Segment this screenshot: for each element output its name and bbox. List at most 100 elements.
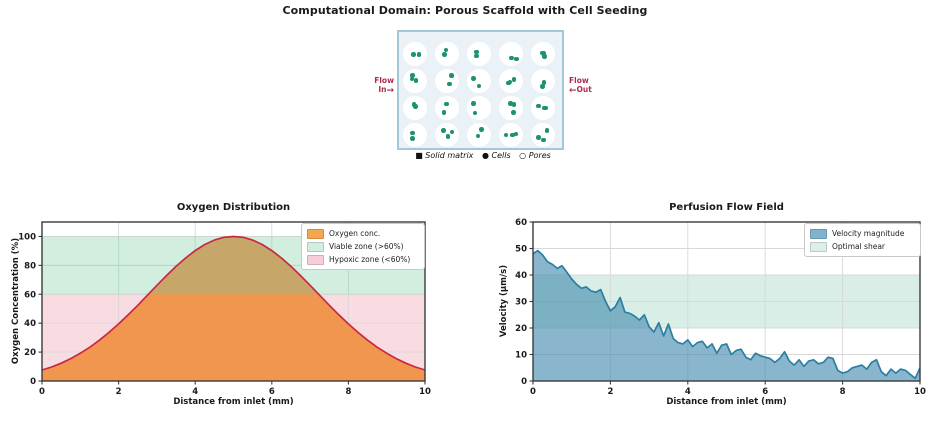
cell-dot (513, 56, 519, 62)
cell-dot (540, 137, 546, 143)
viable-zone-swatch (307, 241, 324, 252)
flow-out-text: Out (576, 85, 592, 94)
cell-dot (510, 110, 516, 116)
cell-dot (513, 131, 519, 137)
svg-text:30: 30 (515, 298, 527, 308)
cell-dot (409, 76, 415, 82)
pore (403, 69, 427, 93)
cell-dot (543, 105, 548, 111)
cell-dot (410, 130, 415, 136)
pore (531, 69, 555, 93)
svg-text:60: 60 (24, 290, 36, 300)
cell-dot (509, 55, 514, 61)
svg-text:100: 100 (18, 232, 36, 242)
cell-dot (536, 134, 541, 140)
svg-text:40: 40 (24, 319, 36, 329)
cell-dot (536, 103, 541, 109)
cell-dot (410, 52, 416, 57)
perfusion-chart-title: Perfusion Flow Field (669, 202, 784, 213)
solid-matrix-icon: ■ (415, 151, 423, 160)
flow-in-label: Flow In→ (352, 76, 394, 96)
svg-text:2: 2 (607, 387, 613, 397)
cell-dot (449, 73, 454, 78)
cell-dot (479, 127, 484, 133)
cell-dot (441, 128, 446, 133)
perfusion-chart: 0 2 4 6 8 10 0 10 20 30 40 50 60 (515, 218, 926, 397)
cell-dot (444, 101, 449, 107)
cell-dot (410, 136, 415, 141)
scaffold-legend: ■ Solid matrix ● Cells ○ Pores (360, 151, 606, 160)
flow-in-text: In (378, 85, 387, 94)
legend-item-viable-zone: Viable zone (>60%) (307, 240, 418, 253)
pore (531, 123, 555, 147)
flow-in-line2: In→ (352, 85, 394, 96)
pore (531, 96, 555, 120)
cell-dot (416, 51, 422, 57)
pore (467, 96, 491, 120)
pore (435, 123, 459, 147)
svg-text:10: 10 (914, 387, 926, 397)
flow-out-line2: ←Out (569, 85, 617, 96)
pore (467, 123, 491, 147)
cell-dot (410, 73, 415, 78)
oxygen-xlabel: Distance from inlet (mm) (173, 397, 294, 407)
cell-dot (540, 84, 545, 89)
svg-text:4: 4 (685, 387, 691, 397)
cells-icon: ● (481, 151, 489, 160)
cell-dot (472, 110, 478, 116)
cell-dot (475, 133, 481, 139)
velocity-swatch (810, 228, 827, 239)
cell-dot (447, 81, 452, 87)
svg-text:4: 4 (192, 387, 198, 397)
pores-label: Pores (528, 151, 551, 160)
legend-item-oxygen-conc: Oxygen conc. (307, 227, 418, 240)
svg-text:8: 8 (345, 387, 351, 397)
flow-in-arrow-icon: → (386, 86, 394, 96)
cell-dot (507, 79, 513, 85)
cell-dot (441, 110, 447, 115)
legend-item-hypoxic-zone: Hypoxic zone (<60%) (307, 253, 418, 266)
perfusion-legend: Velocity magnitude Optimal shear (804, 223, 921, 257)
hypoxic-zone-swatch (307, 254, 324, 265)
svg-text:8: 8 (840, 387, 846, 397)
velocity-label: Velocity magnitude (832, 229, 905, 238)
pore (435, 69, 459, 93)
svg-text:2: 2 (116, 387, 122, 397)
cell-dot (445, 134, 451, 139)
svg-text:50: 50 (515, 245, 527, 255)
pore (531, 42, 555, 66)
legend-item-velocity: Velocity magnitude (810, 227, 914, 240)
optimal-shear-swatch (810, 241, 827, 252)
scaffold-diagram (397, 30, 564, 150)
hypoxic-zone-label: Hypoxic zone (<60%) (329, 255, 411, 264)
cell-dot (411, 102, 417, 107)
svg-text:0: 0 (521, 377, 527, 387)
svg-text:0: 0 (39, 387, 45, 397)
svg-text:20: 20 (515, 324, 527, 334)
flow-in-line1: Flow (374, 76, 394, 85)
cell-dot (511, 76, 517, 82)
svg-text:40: 40 (515, 271, 527, 281)
cell-dot (471, 100, 476, 106)
cell-dot (474, 49, 479, 55)
pore (499, 123, 523, 147)
oxygen-legend: Oxygen conc. Viable zone (>60%) Hypoxic … (301, 223, 425, 270)
cell-dot (511, 102, 517, 107)
svg-text:60: 60 (515, 218, 527, 228)
cell-dot (476, 83, 482, 89)
pore (403, 123, 427, 147)
cell-dot (541, 80, 547, 85)
oxygen-conc-swatch (307, 228, 324, 239)
cell-dot (442, 52, 447, 57)
figure-title: Computational Domain: Porous Scaffold wi… (282, 4, 648, 17)
oxygen-conc-label: Oxygen conc. (329, 229, 381, 238)
pores-icon: ○ (519, 151, 527, 160)
viable-zone-label: Viable zone (>60%) (329, 242, 404, 251)
legend-item-solid-matrix: ■ Solid matrix (415, 151, 473, 160)
oxygen-chart-title: Oxygen Distribution (176, 202, 291, 213)
pore (467, 69, 491, 93)
svg-text:6: 6 (762, 387, 768, 397)
svg-text:0: 0 (530, 387, 536, 397)
cell-dot (413, 78, 419, 83)
pore (403, 42, 427, 66)
